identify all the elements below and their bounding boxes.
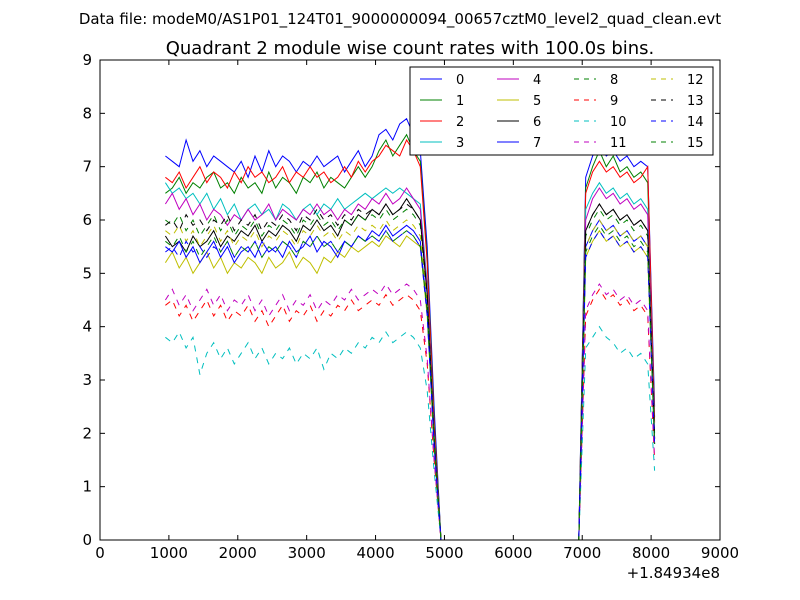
series-line-4 <box>164 187 656 541</box>
series-line-7 <box>165 219 656 541</box>
y-tick-label: 6 <box>82 211 92 229</box>
y-tick-label: 7 <box>82 158 92 176</box>
y-tick-label: 5 <box>82 264 92 282</box>
x-tick-label: 4000 <box>356 544 394 562</box>
x-tick-label: 9000 <box>701 544 739 562</box>
legend-label-11: 11 <box>610 136 627 151</box>
legend-label-5: 5 <box>533 94 541 109</box>
y-tick-label: 0 <box>82 531 92 549</box>
suptitle: Data file: modeM0/AS1P01_124T01_90000000… <box>79 10 721 29</box>
legend-label-6: 6 <box>533 115 541 130</box>
x-tick-label: 5000 <box>425 544 463 562</box>
legend-label-13: 13 <box>687 94 704 109</box>
series-line-8 <box>165 208 656 541</box>
legend-label-12: 12 <box>687 73 704 88</box>
axis-ticks: 0 1000 2000 3000 4000 5000 6000 7000 8000 9000012… <box>82 51 739 562</box>
legend-label-9: 9 <box>610 94 618 109</box>
chart-title: Quadrant 2 module wise count rates with … <box>166 38 655 59</box>
series-line-13 <box>165 203 656 541</box>
series-line-5 <box>164 229 656 541</box>
legend-box <box>409 66 714 156</box>
y-tick-label: 8 <box>82 104 92 122</box>
y-tick-label: 3 <box>82 371 92 389</box>
series-line-15 <box>165 224 656 541</box>
y-tick-label: 4 <box>82 318 92 336</box>
x-tick-label: 8000 <box>632 544 670 562</box>
series-line-9 <box>165 288 656 541</box>
legend-label-2: 2 <box>456 115 464 130</box>
x-tick-label: 1000 <box>150 544 188 562</box>
x-tick-label: 2000 <box>219 544 257 562</box>
legend-label-10: 10 <box>610 115 627 130</box>
y-tick-label: 1 <box>82 478 92 496</box>
legend-label-3: 3 <box>456 136 464 151</box>
plot-area-frame <box>99 59 721 541</box>
series-layer <box>164 117 656 541</box>
legend-label-1: 1 <box>456 94 464 109</box>
legend-label-4: 4 <box>533 73 541 88</box>
x-tick-label: 7000 <box>563 544 601 562</box>
x-offset-label: +1.84934e8 <box>627 564 720 582</box>
x-tick-label: 6000 <box>494 544 532 562</box>
legend-label-14: 14 <box>687 115 704 130</box>
legend-label-8: 8 <box>610 73 618 88</box>
x-tick-label: 0 <box>95 544 105 562</box>
y-tick-label: 2 <box>82 424 92 442</box>
series-line-14 <box>165 229 656 541</box>
legend-label-7: 7 <box>533 136 541 151</box>
y-tick-label: 9 <box>82 51 92 69</box>
series-line-2 <box>165 138 656 541</box>
x-tick-label: 3000 <box>288 544 326 562</box>
legend-label-15: 15 <box>687 136 704 151</box>
legend-label-0: 0 <box>456 73 464 88</box>
series-line-12 <box>165 219 656 541</box>
